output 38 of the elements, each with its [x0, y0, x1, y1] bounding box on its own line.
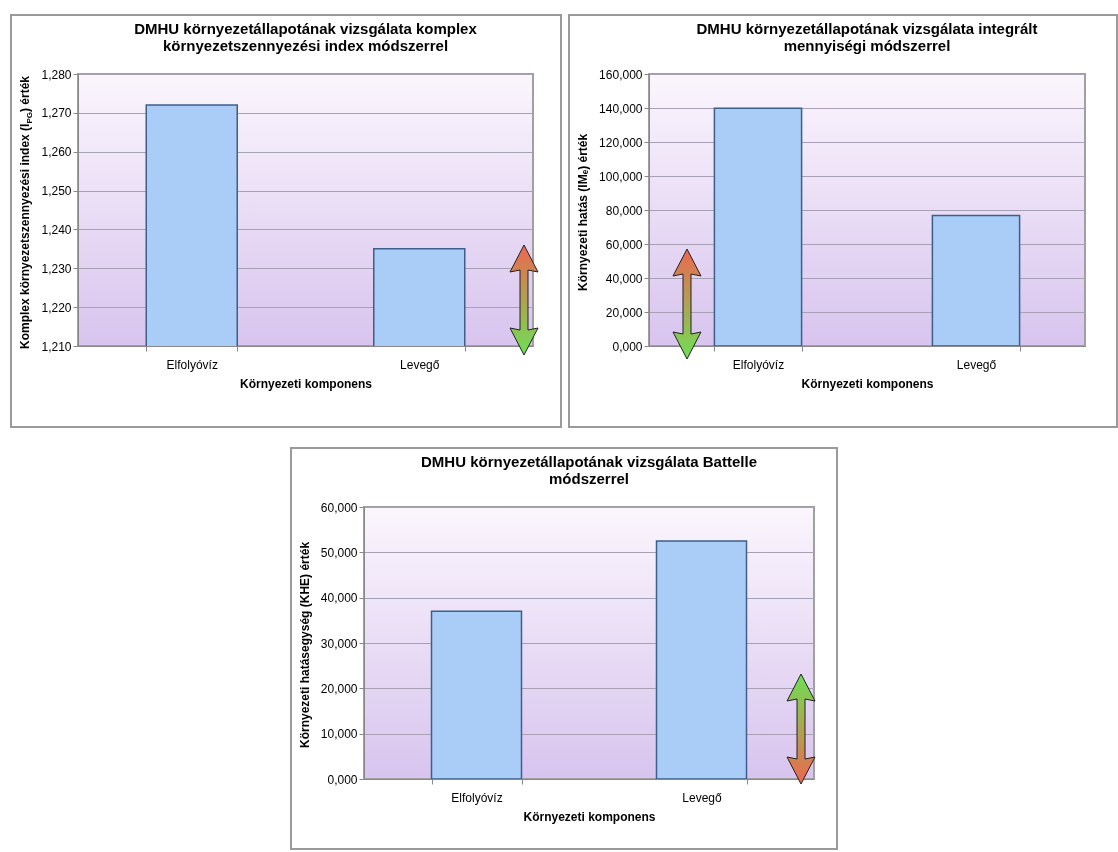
y-tick-label: 1,210: [41, 339, 72, 354]
y-tick-label: 0,000: [327, 772, 358, 787]
y-tick-label: 1,220: [41, 300, 72, 315]
y-tick-label: 1,260: [41, 145, 72, 160]
y-tick-label: 1,240: [41, 222, 72, 237]
x-tick-label: Levegő: [682, 790, 723, 805]
y-axis-title: Környezeti hatásegység (KHE) érték: [298, 541, 312, 749]
y-tick-label: 1,280: [41, 67, 72, 82]
y-tick-label: 20,000: [320, 681, 358, 696]
x-tick-label: Elfolyóvíz: [732, 357, 785, 372]
y-tick-label: 10,000: [320, 727, 358, 742]
y-tick-label: 120,000: [599, 135, 643, 150]
x-tick-label: Elfolyóvíz: [451, 790, 503, 805]
y-tick-label: 160,000: [599, 67, 643, 82]
y-tick-label: 140,000: [599, 101, 643, 116]
y-tick-label: 40,000: [605, 271, 643, 286]
chart-title: DMHU környezetállapotának vizsgálata komplex környezetszennyezési index módszerrel: [134, 20, 478, 54]
y-tick-label: 80,000: [605, 203, 643, 218]
y-tick-label: 60,000: [605, 237, 643, 252]
y-axis-title: Környezeti hatás (IMₑ) érték: [576, 133, 590, 291]
x-tick-label: Levegő: [956, 357, 997, 372]
x-tick-label: Elfolyóvíz: [166, 357, 218, 372]
y-tick-label: 20,000: [605, 305, 643, 320]
y-tick-label: 40,000: [320, 591, 358, 606]
y-tick-label: 50,000: [320, 545, 358, 560]
y-tick-label: 1,270: [41, 106, 72, 121]
x-axis-title: Környezeti komponens: [523, 809, 656, 824]
x-axis-title: Környezeti komponens: [239, 376, 373, 391]
y-tick-label: 0,000: [612, 339, 643, 354]
y-tick-label: 30,000: [320, 636, 358, 651]
chart-title: DMHU környezetállapotának vizsgálata integrált mennyiségi módszerrel: [696, 20, 1038, 54]
y-tick-label: 60,000: [320, 500, 358, 515]
x-axis-title: Környezeti komponens: [801, 376, 934, 391]
y-tick-label: 1,250: [41, 184, 72, 199]
chart-title: DMHU környezetállapotának vizsgálata Battelle módszerrel: [421, 453, 757, 487]
y-tick-label: 100,000: [599, 169, 643, 184]
y-tick-label: 1,230: [41, 261, 72, 276]
x-tick-label: Levegő: [400, 357, 440, 372]
